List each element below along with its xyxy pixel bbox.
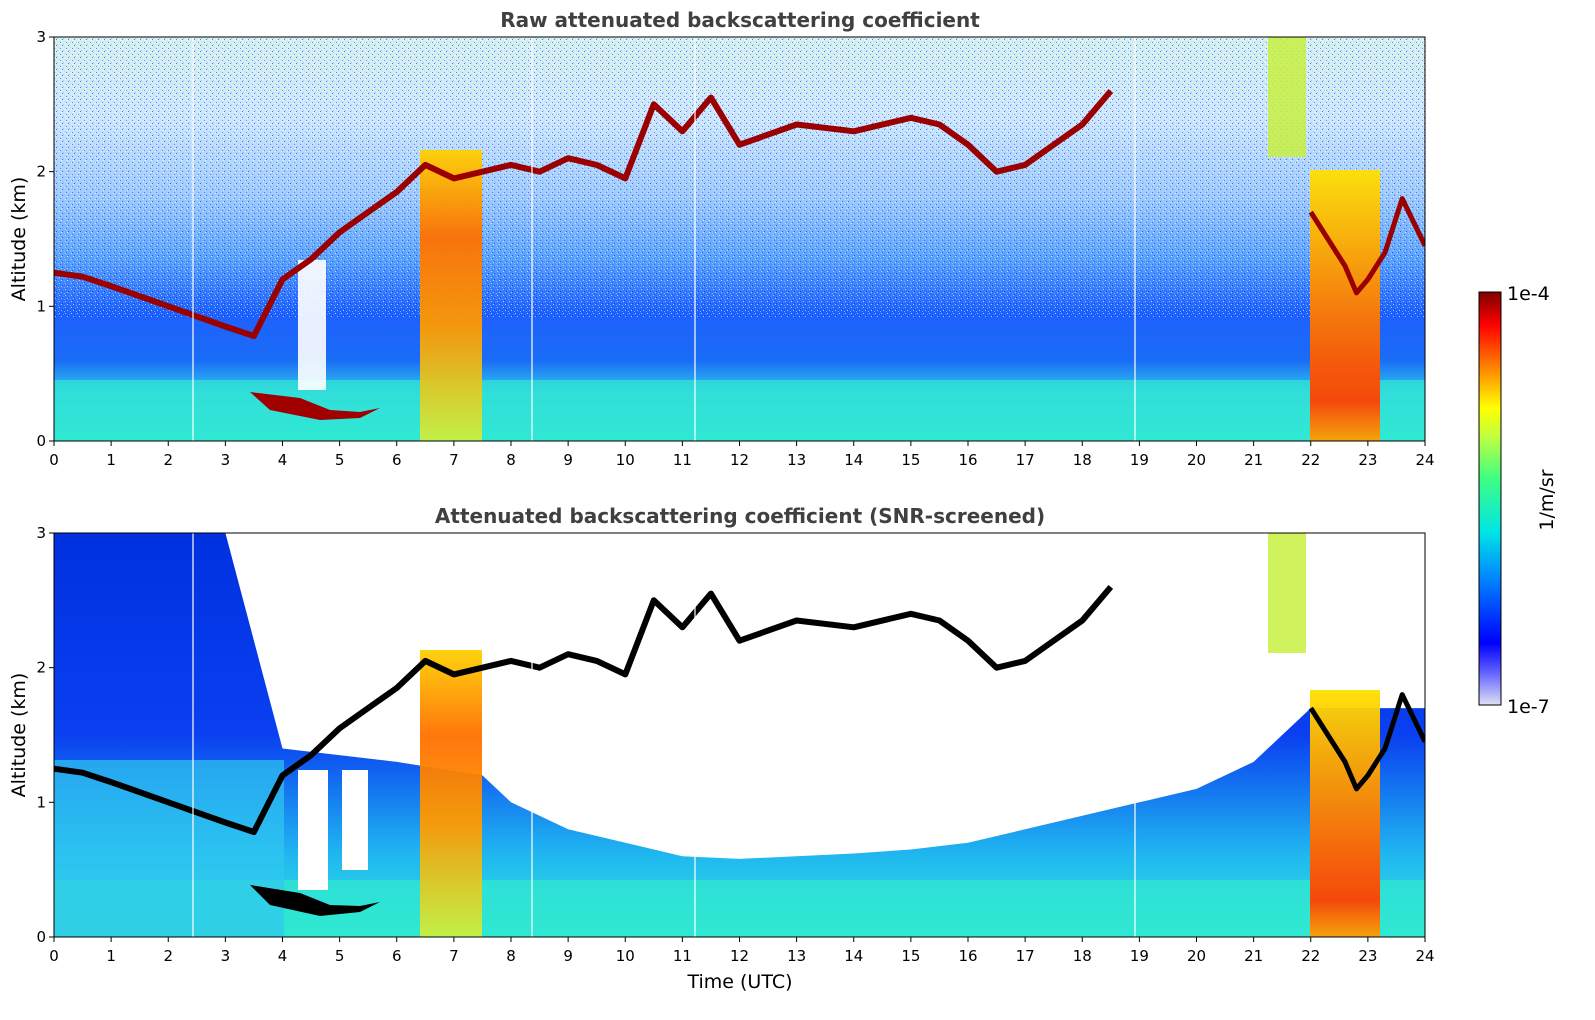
panel2-pbl-top-layer xyxy=(54,584,1114,835)
panel1-plume-22h xyxy=(1310,170,1380,441)
x-tick-label: 16 xyxy=(958,451,977,469)
panel1-title: Raw attenuated backscattering coefficien… xyxy=(500,8,980,32)
x-tick-label: 4 xyxy=(278,947,288,965)
panel2-early-region xyxy=(54,760,284,937)
panel1-x-axis: 0 1 2 3 4 5 6 7 8 9 10 11 12 13 14 15 16 17 18 19 20 21 22 23 24 xyxy=(49,441,1435,469)
panel2-low-layer xyxy=(250,885,380,916)
x-tick-label: 18 xyxy=(1073,451,1092,469)
x-tick-label: 15 xyxy=(901,947,920,965)
panel2-screened-region xyxy=(54,533,1425,937)
y-tick-label: 0 xyxy=(36,928,46,946)
panel1-late-layer xyxy=(1308,196,1425,296)
y-tick-label: 2 xyxy=(36,659,46,677)
panel2-late-layer xyxy=(1308,692,1425,792)
x-tick-label: 7 xyxy=(449,947,459,965)
x-tick-label: 7 xyxy=(449,451,459,469)
x-tick-label: 0 xyxy=(49,947,59,965)
panel1-heatmap xyxy=(54,37,1425,441)
x-tick-label: 20 xyxy=(1187,947,1206,965)
x-tick-label: 22 xyxy=(1301,451,1320,469)
x-tick-label: 23 xyxy=(1358,451,1377,469)
x-tick-label: 10 xyxy=(616,947,635,965)
panel1-ylabel: Altitude (km) xyxy=(8,177,30,302)
x-tick-label: 20 xyxy=(1187,451,1206,469)
x-tick-label: 14 xyxy=(844,451,863,469)
x-tick-label: 11 xyxy=(673,947,692,965)
x-tick-label: 24 xyxy=(1415,451,1434,469)
x-tick-label: 21 xyxy=(1244,947,1263,965)
x-tick-label: 17 xyxy=(1016,947,1035,965)
x-tick-label: 8 xyxy=(506,947,516,965)
x-tick-label: 3 xyxy=(221,947,231,965)
y-tick-label: 3 xyxy=(36,28,46,46)
y-tick-label: 2 xyxy=(36,163,46,181)
panel1-plume-21h xyxy=(1268,37,1306,157)
x-tick-label: 14 xyxy=(844,947,863,965)
y-tick-label: 0 xyxy=(36,432,46,450)
x-tick-label: 5 xyxy=(335,947,345,965)
x-tick-label: 17 xyxy=(1016,451,1035,469)
x-tick-label: 12 xyxy=(730,451,749,469)
x-tick-label: 6 xyxy=(392,451,402,469)
x-tick-label: 23 xyxy=(1358,947,1377,965)
x-tick-label: 12 xyxy=(730,947,749,965)
panel1-low-layer xyxy=(250,392,380,420)
x-tick-label: 1 xyxy=(106,947,116,965)
panel2-ylabel: Altitude (km) xyxy=(8,673,30,798)
x-tick-label: 19 xyxy=(1130,451,1149,469)
x-tick-label: 13 xyxy=(787,451,806,469)
panel1-pbl-top-layer xyxy=(54,88,1114,339)
x-tick-label: 19 xyxy=(1130,947,1149,965)
panel1-ground-band xyxy=(54,380,1425,441)
x-tick-label: 6 xyxy=(392,947,402,965)
x-tick-label: 16 xyxy=(958,947,977,965)
x-tick-label: 22 xyxy=(1301,947,1320,965)
panel1-noise xyxy=(54,37,1425,317)
panel2-gap xyxy=(342,770,368,870)
x-tick-label: 3 xyxy=(221,451,231,469)
x-tick-label: 9 xyxy=(563,451,573,469)
panel2-heatmap xyxy=(54,533,1425,937)
panel2-xlabel: Time (UTC) xyxy=(686,971,792,993)
panel2-title: Attenuated backscattering coefficient (S… xyxy=(435,504,1045,528)
x-tick-label: 2 xyxy=(163,947,173,965)
x-tick-label: 10 xyxy=(616,451,635,469)
y-tick-label: 3 xyxy=(36,524,46,542)
x-tick-label: 1 xyxy=(106,451,116,469)
colorbar: 1e-4 1e-7 1/m/sr xyxy=(1478,283,1558,718)
panel2-x-axis: 0 1 2 3 4 5 6 7 8 9 10 11 12 13 14 15 16 17 18 19 20 21 22 23 24 xyxy=(49,937,1435,965)
x-tick-label: 5 xyxy=(335,451,345,469)
x-tick-label: 4 xyxy=(278,451,288,469)
x-tick-label: 8 xyxy=(506,451,516,469)
x-tick-label: 24 xyxy=(1415,947,1434,965)
panel1-plume-7h xyxy=(420,150,482,441)
panel2-gap xyxy=(298,770,328,890)
colorbar-max-label: 1e-4 xyxy=(1507,283,1550,305)
x-tick-label: 13 xyxy=(787,947,806,965)
x-tick-label: 18 xyxy=(1073,947,1092,965)
y-tick-label: 1 xyxy=(36,793,46,811)
panel2-y-axis: 0 1 2 3 xyxy=(36,524,54,946)
panel2-plume-21h xyxy=(1268,533,1306,653)
y-tick-label: 1 xyxy=(36,297,46,315)
x-tick-label: 9 xyxy=(563,947,573,965)
panel1-y-axis: 0 1 2 3 xyxy=(36,28,54,450)
x-tick-label: 2 xyxy=(163,451,173,469)
panel2-plume-22h xyxy=(1310,690,1380,937)
panel1-gap xyxy=(298,260,326,390)
colorbar-unit-label: 1/m/sr xyxy=(1536,469,1558,530)
x-tick-label: 0 xyxy=(49,451,59,469)
x-tick-label: 21 xyxy=(1244,451,1263,469)
panel2-plume-7h xyxy=(420,650,482,937)
colorbar-min-label: 1e-7 xyxy=(1507,696,1550,718)
x-tick-label: 15 xyxy=(901,451,920,469)
colorbar-gradient xyxy=(1478,291,1502,706)
x-tick-label: 11 xyxy=(673,451,692,469)
